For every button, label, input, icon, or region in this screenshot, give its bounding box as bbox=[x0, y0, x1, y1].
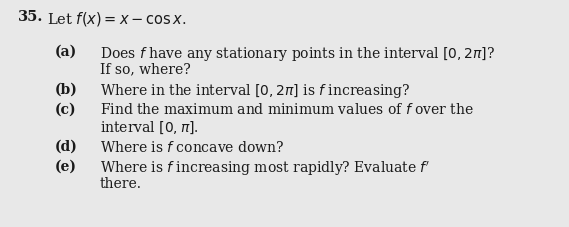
Text: 35.: 35. bbox=[18, 10, 43, 24]
Text: Where is $f$ increasing most rapidly? Evaluate $f'$: Where is $f$ increasing most rapidly? Ev… bbox=[100, 159, 430, 178]
Text: (a): (a) bbox=[55, 45, 77, 59]
Text: Find the maximum and minimum values of $f$ over the: Find the maximum and minimum values of $… bbox=[100, 102, 474, 117]
Text: If so, where?: If so, where? bbox=[100, 62, 191, 76]
Text: (d): (d) bbox=[55, 139, 78, 153]
Text: Where is $f$ concave down?: Where is $f$ concave down? bbox=[100, 139, 284, 154]
Text: interval $[0, \pi]$.: interval $[0, \pi]$. bbox=[100, 119, 199, 136]
Text: (b): (b) bbox=[55, 82, 78, 96]
Text: Let $f(x) = x - \cos x$.: Let $f(x) = x - \cos x$. bbox=[47, 10, 187, 28]
Text: Does $f$ have any stationary points in the interval $[0, 2\pi]$?: Does $f$ have any stationary points in t… bbox=[100, 45, 495, 63]
Text: Where in the interval $[0, 2\pi]$ is $f$ increasing?: Where in the interval $[0, 2\pi]$ is $f$… bbox=[100, 82, 410, 100]
Text: there.: there. bbox=[100, 177, 142, 191]
Text: (c): (c) bbox=[55, 102, 77, 116]
Text: (e): (e) bbox=[55, 159, 77, 173]
